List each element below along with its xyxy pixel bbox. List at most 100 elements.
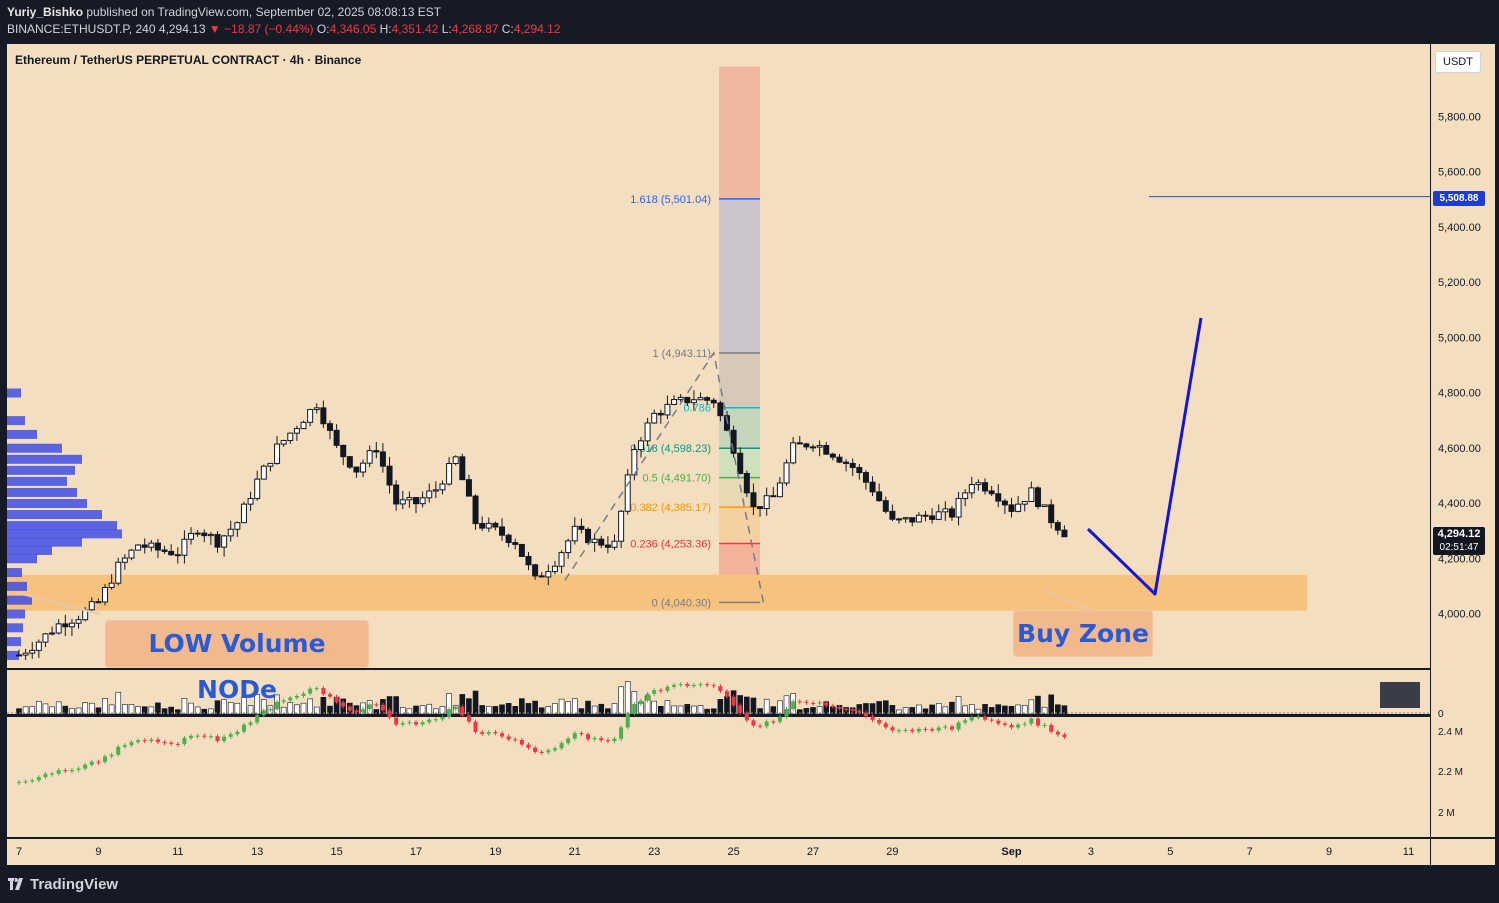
candle xyxy=(657,409,664,424)
oscillator-pane-background xyxy=(7,717,1430,837)
oscillator-candle xyxy=(394,717,399,725)
volume-bar xyxy=(214,700,221,715)
candle-body xyxy=(154,542,161,551)
oscillator-candle xyxy=(1049,724,1054,732)
volume-bar xyxy=(307,698,313,715)
volume-bar xyxy=(816,706,823,715)
open-label: O: xyxy=(316,22,330,36)
oscillator-candle xyxy=(169,742,174,744)
candle-body xyxy=(1015,503,1022,512)
time-axis-tick: 19 xyxy=(489,846,501,858)
candle-body xyxy=(492,522,499,528)
candle-body xyxy=(1048,504,1055,524)
candle-body xyxy=(690,399,697,404)
oscillator-candle xyxy=(685,684,690,687)
price-axis-tick: 5,400.00 xyxy=(1438,222,1481,234)
candle xyxy=(637,437,644,458)
volume-bar xyxy=(82,702,88,715)
volume-bar xyxy=(472,690,479,715)
candle xyxy=(16,649,22,657)
candle xyxy=(644,417,651,446)
volume-profile-bar xyxy=(7,650,19,660)
candle-body xyxy=(300,421,307,430)
volume-profile-bar xyxy=(7,595,32,605)
candle xyxy=(366,445,373,468)
candle-body xyxy=(386,465,393,486)
oscillator-candle xyxy=(500,733,505,737)
candle xyxy=(538,572,545,578)
oscillator-candle xyxy=(811,702,815,704)
oscillator-candle xyxy=(672,684,677,687)
volume-bar xyxy=(439,706,446,715)
oscillator-candle xyxy=(109,754,114,757)
candle xyxy=(518,543,525,558)
candle-body xyxy=(750,492,757,508)
candle xyxy=(413,496,419,514)
chart-canvas[interactable]: 1.618 (5,501.04) 1 (4,943.11) 0.786 0.618 (… xyxy=(0,44,1499,866)
candle xyxy=(472,494,479,530)
oscillator-candle xyxy=(440,717,445,720)
candle xyxy=(565,538,572,559)
candle-body xyxy=(816,445,823,448)
high-value: 4,351.42 xyxy=(391,22,439,36)
oscillator-candle xyxy=(963,720,968,723)
volume-bar xyxy=(975,708,982,715)
candle-body xyxy=(16,654,22,657)
price-axis-tick: 4,600.00 xyxy=(1438,443,1481,455)
volume-bar xyxy=(982,704,988,715)
candle-body xyxy=(982,482,989,492)
tradingview-logo[interactable]: TradingView xyxy=(8,876,118,893)
candle-body xyxy=(902,517,909,520)
oscillator-candle xyxy=(586,734,591,740)
volume-bar xyxy=(909,707,916,715)
volume-profile-bar xyxy=(7,499,87,508)
candle xyxy=(651,409,658,424)
volume-bar xyxy=(287,702,294,715)
oscillator-candle xyxy=(43,773,48,778)
oscillator-candle xyxy=(175,743,180,745)
candle-body xyxy=(704,397,711,401)
oscillator-candle xyxy=(830,705,835,707)
volume-bar xyxy=(194,706,201,715)
author-name[interactable]: Yuriy_Bishko xyxy=(7,5,84,19)
volume-bar xyxy=(578,708,585,715)
oscillator-candle xyxy=(268,709,273,711)
oscillator-candle xyxy=(850,709,855,711)
close-value: 4,294.12 xyxy=(513,22,561,36)
fib-label-0.5: 0.5 (4,491.70) xyxy=(643,473,712,485)
time-axis-tick: 17 xyxy=(410,846,422,858)
oscillator-candle xyxy=(519,739,524,745)
oscillator-candle xyxy=(480,732,485,734)
oscillator-candle xyxy=(533,747,538,752)
oscillator-candle xyxy=(824,702,829,706)
oscillator-candle xyxy=(619,727,624,739)
candle xyxy=(988,485,995,497)
oscillator-candle xyxy=(791,701,796,710)
candle-body xyxy=(439,483,446,491)
oscillator-candle xyxy=(334,696,339,703)
candle xyxy=(320,400,327,429)
oscillator-candle xyxy=(162,742,167,744)
candle xyxy=(280,439,287,447)
oscillator-candle xyxy=(208,736,213,738)
candle xyxy=(293,425,300,441)
oscillator-candle xyxy=(771,721,776,723)
time-axis-tick: 9 xyxy=(95,846,101,858)
fib-band-2 xyxy=(719,352,760,408)
candle-body xyxy=(571,525,578,542)
currency-button[interactable]: USDT xyxy=(1435,51,1481,73)
oscillator-candle xyxy=(903,729,908,731)
fib-label-1: 1 (4,943.11) xyxy=(652,348,711,360)
fib-label-0: 0 (4,040.30) xyxy=(652,597,711,609)
oscillator-candle xyxy=(566,738,571,744)
candle xyxy=(452,455,459,466)
candle-body xyxy=(148,542,155,548)
oscillator-candle xyxy=(23,781,28,783)
candle-body xyxy=(975,482,982,486)
candle-body xyxy=(763,495,770,510)
candle xyxy=(432,481,439,499)
volume-bar xyxy=(803,708,810,715)
candle xyxy=(770,486,777,498)
volume-bar xyxy=(122,704,128,715)
candle-body xyxy=(128,549,135,559)
